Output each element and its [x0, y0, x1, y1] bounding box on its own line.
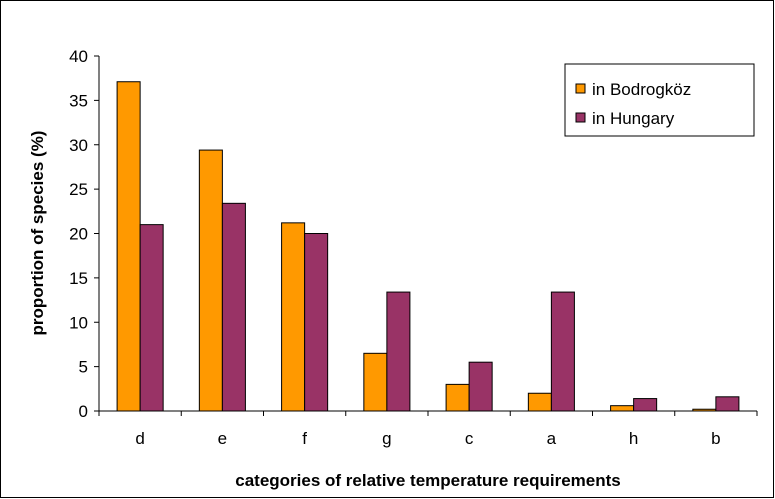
y-tick-label: 15 — [69, 269, 88, 288]
y-tick-label: 5 — [79, 358, 88, 377]
bar-bodrogkoz-a — [527, 392, 552, 412]
bar-hungary-f — [304, 233, 329, 412]
bar-hungary-a — [550, 291, 575, 412]
x-tick-label: a — [547, 429, 557, 448]
y-tick-label: 10 — [69, 313, 88, 332]
bar-bodrogkoz-g — [363, 352, 388, 412]
bar-bodrogkoz-c — [445, 383, 470, 412]
bar-hungary-d — [139, 224, 164, 412]
x-tick-label: b — [711, 429, 720, 448]
legend-swatch-bodrogkoz — [575, 83, 586, 94]
x-axis-title: categories of relative temperature requi… — [235, 471, 620, 490]
bar-hungary-c — [468, 361, 493, 412]
x-tick-label: d — [135, 429, 144, 448]
legend-label-bodrogkoz: in Bodrogköz — [592, 80, 691, 99]
y-tick-label: 35 — [69, 91, 88, 110]
x-tick-label: f — [302, 429, 307, 448]
bar-bodrogkoz-d — [116, 81, 141, 412]
bar-hungary-b — [715, 396, 740, 412]
bar-bodrogkoz-h — [610, 405, 635, 412]
bars — [116, 81, 740, 412]
bar-hungary-h — [633, 398, 658, 412]
x-tick-label: e — [218, 429, 227, 448]
x-tick-label: c — [465, 429, 474, 448]
x-tick-label: h — [629, 429, 638, 448]
legend-label-hungary: in Hungary — [592, 109, 675, 128]
y-axis-ticks: 0 5 10 15 20 25 30 35 40 — [69, 47, 99, 421]
bar-hungary-e — [221, 202, 246, 412]
bar-bodrogkoz-e — [198, 149, 223, 412]
legend-swatch-hungary — [575, 112, 586, 123]
y-tick-label: 20 — [69, 225, 88, 244]
bar-hungary-g — [386, 291, 411, 412]
y-tick-label: 0 — [79, 402, 88, 421]
legend: in Bodrogköz in Hungary — [564, 63, 755, 137]
legend-box — [564, 63, 755, 137]
y-tick-label: 30 — [69, 136, 88, 155]
x-tick-label: g — [382, 429, 391, 448]
bar-bodrogkoz-f — [281, 222, 306, 412]
y-axis-title: proportion of species (%) — [28, 131, 47, 336]
y-tick-label: 25 — [69, 180, 88, 199]
y-tick-label: 40 — [69, 47, 88, 66]
